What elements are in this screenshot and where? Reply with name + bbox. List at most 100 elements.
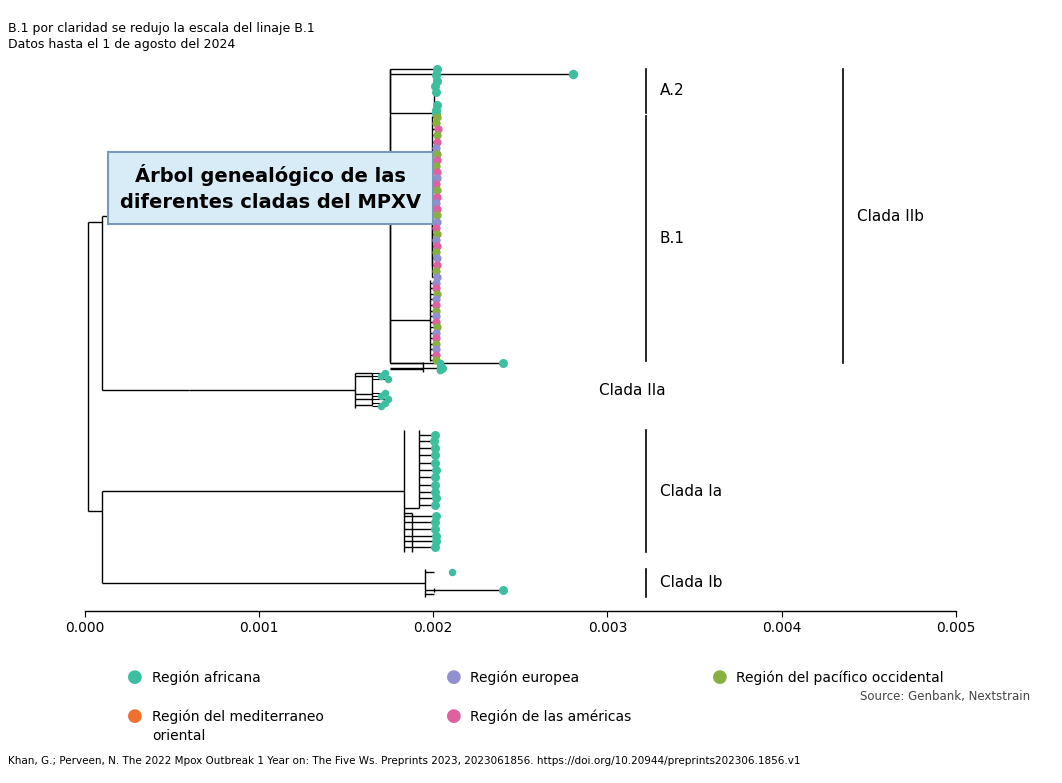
Point	[376, 366, 393, 379]
Point	[432, 357, 449, 370]
Point	[429, 258, 446, 271]
Point	[428, 74, 445, 87]
Text: Clada IIa: Clada IIa	[599, 383, 666, 398]
Text: ●: ●	[446, 708, 462, 725]
Point	[427, 69, 444, 81]
Point	[428, 197, 445, 209]
Point	[495, 357, 512, 370]
Point	[427, 276, 444, 289]
Text: ●: ●	[127, 669, 143, 686]
Point	[427, 327, 444, 339]
Point	[429, 190, 446, 203]
Text: B.1 por claridad se redujo la escala del linaje B.1: B.1 por claridad se redujo la escala del…	[8, 22, 315, 35]
Point	[427, 107, 444, 120]
Point	[428, 153, 445, 166]
Text: Región europea: Región europea	[470, 670, 580, 684]
Point	[428, 142, 445, 154]
Point	[432, 364, 449, 377]
Point	[427, 523, 444, 536]
Point	[427, 485, 444, 498]
Point	[429, 147, 446, 160]
Point	[427, 464, 444, 476]
Text: Khan, G.; Perveen, N. The 2022 Mpox Outbreak 1 Year on: The Five Ws. Preprints 2: Khan, G.; Perveen, N. The 2022 Mpox Outb…	[8, 756, 801, 766]
Point	[427, 337, 444, 350]
Point	[427, 449, 444, 461]
Point	[429, 208, 446, 221]
Point	[429, 135, 446, 148]
Point	[426, 516, 443, 529]
Text: Clada Ia: Clada Ia	[660, 484, 722, 499]
Point	[427, 104, 444, 117]
Text: Clada Ib: Clada Ib	[660, 576, 722, 590]
Point	[376, 396, 393, 409]
Point	[428, 203, 445, 215]
Point	[428, 99, 445, 111]
Point	[443, 565, 460, 578]
Point	[426, 435, 443, 447]
Point	[429, 172, 446, 185]
Point	[428, 354, 445, 366]
Point	[428, 240, 445, 252]
Point	[427, 493, 444, 505]
Point	[428, 184, 445, 197]
Point	[429, 228, 446, 240]
Text: B.1: B.1	[660, 231, 685, 246]
Point	[427, 348, 444, 361]
Text: Región del pacífico occidental: Región del pacífico occidental	[736, 670, 944, 684]
Text: ●: ●	[712, 669, 727, 686]
Point	[428, 310, 445, 323]
Point	[426, 478, 443, 491]
Point	[427, 305, 444, 317]
Point	[429, 123, 446, 135]
Point	[373, 370, 390, 382]
Text: Clada IIb: Clada IIb	[857, 208, 924, 223]
Text: ●: ●	[127, 708, 143, 725]
Text: ●: ●	[446, 669, 462, 686]
Point	[427, 499, 444, 511]
Text: oriental: oriental	[152, 729, 205, 743]
Text: Datos hasta el 1 de agosto del 2024: Datos hasta el 1 de agosto del 2024	[8, 38, 236, 51]
Text: Región del mediterraneo: Región del mediterraneo	[152, 709, 324, 723]
Point	[428, 233, 445, 246]
Point	[428, 222, 445, 234]
Point	[427, 510, 444, 522]
Text: Región africana: Región africana	[152, 670, 260, 684]
Point	[373, 390, 390, 402]
Point	[428, 166, 445, 179]
Text: A.2: A.2	[660, 84, 684, 99]
Point	[427, 471, 444, 484]
Point	[428, 265, 445, 277]
Point	[433, 362, 450, 374]
Point	[379, 373, 396, 386]
Point	[428, 332, 445, 345]
Point	[428, 343, 445, 355]
Point	[428, 117, 445, 129]
Text: Árbol genealógico de las
diferentes cladas del MPXV: Árbol genealógico de las diferentes clad…	[120, 164, 421, 212]
Point	[428, 246, 445, 258]
Point	[428, 252, 445, 265]
Point	[428, 287, 445, 300]
Point	[427, 442, 444, 454]
Point	[427, 86, 444, 99]
Point	[428, 321, 445, 334]
Point	[427, 540, 444, 553]
Point	[427, 456, 444, 469]
Point	[428, 298, 445, 311]
Text: Región de las américas: Región de las américas	[470, 709, 632, 723]
Point	[427, 428, 444, 441]
Point	[428, 63, 445, 75]
Point	[427, 535, 444, 547]
Point	[432, 360, 449, 373]
Point	[428, 111, 445, 124]
Point	[428, 129, 445, 142]
Point	[428, 271, 445, 283]
Point	[427, 316, 444, 328]
Point	[427, 80, 444, 92]
Point	[428, 282, 445, 294]
Point	[373, 400, 390, 413]
Point	[376, 387, 393, 399]
Point	[428, 160, 445, 172]
Point	[428, 178, 445, 190]
Point	[427, 293, 444, 305]
Point	[428, 215, 445, 228]
